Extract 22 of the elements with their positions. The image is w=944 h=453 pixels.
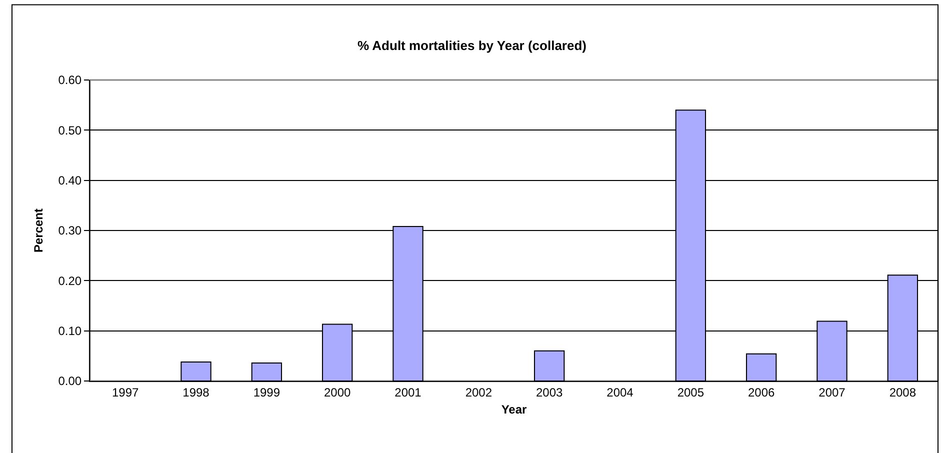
- y-tick-label: 0.10: [58, 324, 82, 338]
- x-tick-label: 2003: [536, 385, 563, 400]
- x-tick-label: 2006: [748, 385, 775, 400]
- x-tick-label: 2004: [606, 385, 634, 400]
- x-tick-label: 2000: [324, 385, 351, 400]
- x-tick-label: 1997: [112, 385, 139, 400]
- y-tick-label: 0.50: [58, 123, 82, 138]
- y-tick-label: 0.60: [58, 73, 82, 88]
- x-tick-label: 1998: [182, 385, 210, 400]
- x-tick-label: 2008: [889, 385, 916, 400]
- x-tick-label: 2007: [818, 385, 846, 400]
- x-tick-label: 1999: [253, 385, 280, 400]
- x-tick-label: 2002: [465, 385, 492, 400]
- y-tick-label: 0.30: [58, 224, 82, 238]
- chart-title: % Adult mortalities by Year (collared): [357, 38, 587, 53]
- x-tick-label: 2001: [394, 385, 422, 400]
- x-axis-title: Year: [501, 402, 528, 416]
- y-tick-label: 0.20: [58, 274, 82, 288]
- y-axis-title: Percent: [32, 208, 46, 253]
- y-tick-label: 0.40: [58, 174, 82, 188]
- y-tick-label: 0.00: [58, 374, 82, 388]
- x-tick-label: 2005: [677, 385, 704, 400]
